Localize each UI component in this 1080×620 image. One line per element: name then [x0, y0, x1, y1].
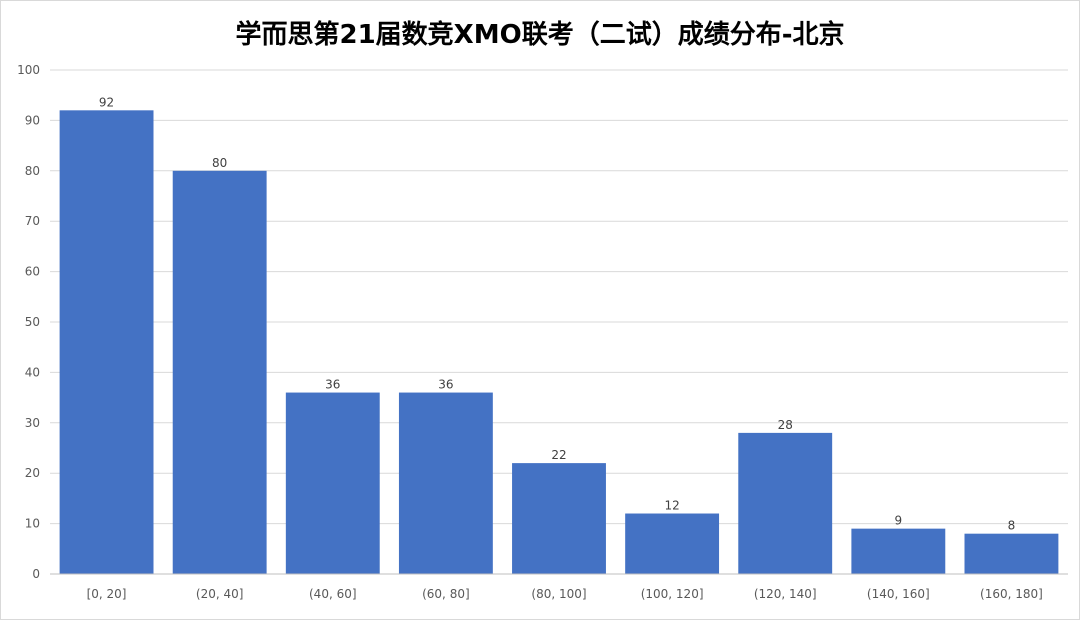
bar — [851, 528, 946, 574]
y-tick-label: 100 — [17, 63, 40, 77]
bar — [59, 110, 154, 574]
x-tick-label: (40, 60] — [309, 587, 357, 601]
data-label: 12 — [664, 499, 679, 513]
x-tick-label: (120, 140] — [754, 587, 817, 601]
y-tick-label: 0 — [32, 567, 40, 581]
x-tick-label: (60, 80] — [422, 587, 470, 601]
y-tick-label: 50 — [25, 315, 40, 329]
x-tick-label: (140, 160] — [867, 587, 930, 601]
y-tick-label: 10 — [25, 517, 40, 531]
bar — [512, 463, 606, 574]
y-tick-label: 40 — [25, 365, 40, 379]
x-tick-label: (160, 180] — [980, 587, 1043, 601]
data-label: 22 — [551, 448, 566, 462]
data-label: 92 — [99, 95, 114, 109]
data-label: 36 — [438, 378, 453, 392]
bar — [964, 533, 1059, 574]
x-axis-tick-labels: [0, 20] (20, 40] (40, 60] (60, 80] (80, 100]… — [87, 587, 1043, 601]
y-tick-label: 30 — [25, 416, 40, 430]
bar — [172, 170, 267, 575]
x-tick-label: (20, 40] — [196, 587, 244, 601]
data-labels: 92 80 36 36 22 12 28 9 8 — [99, 95, 1015, 532]
chart-title: 学而思第21届数竞XMO联考（二试）成绩分布-北京 — [235, 20, 845, 50]
y-tick-label: 80 — [25, 164, 40, 178]
y-tick-label: 70 — [25, 214, 40, 228]
y-axis-tick-labels: 0 10 20 30 40 50 60 70 80 90 100 — [17, 63, 40, 581]
x-tick-label: (100, 120] — [641, 587, 704, 601]
y-tick-label: 90 — [25, 113, 40, 127]
data-label: 80 — [212, 156, 227, 170]
bar — [738, 432, 833, 574]
data-label: 36 — [325, 378, 340, 392]
data-label: 28 — [778, 418, 793, 432]
x-tick-label: [0, 20] — [87, 587, 127, 601]
bars — [59, 110, 1059, 575]
bar — [398, 392, 493, 574]
bar — [285, 392, 380, 574]
bar — [625, 513, 720, 574]
data-label: 8 — [1008, 519, 1016, 533]
y-tick-label: 60 — [25, 265, 40, 279]
data-label: 9 — [895, 514, 903, 528]
x-tick-label: (80, 100] — [531, 587, 586, 601]
y-tick-label: 20 — [25, 466, 40, 480]
